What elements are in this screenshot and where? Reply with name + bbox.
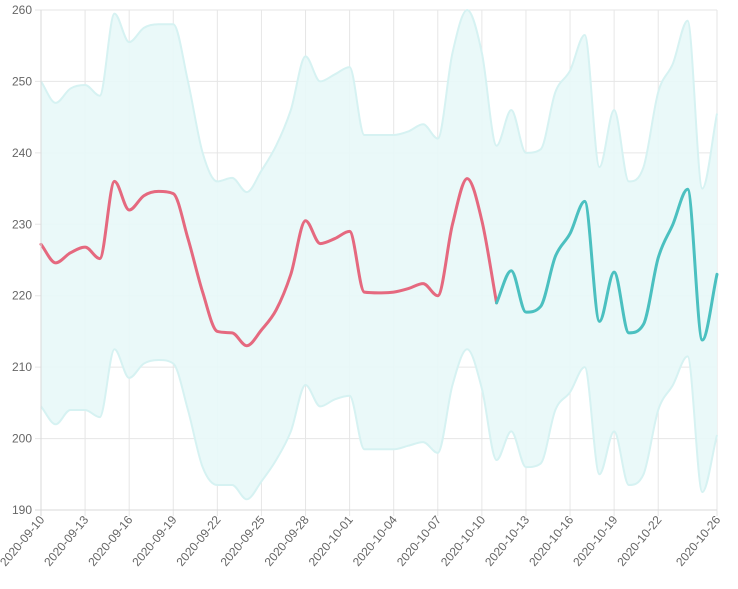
- x-tick-label: 2020-09-19: [129, 513, 179, 569]
- x-tick-label: 2020-09-13: [41, 513, 91, 569]
- x-tick-label: 2020-09-22: [173, 513, 223, 569]
- confidence-band: [40, 8, 718, 501]
- y-tick-label: 190: [12, 503, 32, 517]
- y-tick-label: 220: [12, 289, 32, 303]
- x-tick-label: 2020-09-25: [218, 513, 268, 569]
- y-axis: 190 200 210 220 230 240 250 260: [12, 3, 42, 517]
- series-line-2: [495, 187, 719, 342]
- y-tick-label: 250: [12, 74, 32, 88]
- x-tick-label: 2020-10-13: [482, 513, 532, 569]
- x-tick-label: 2020-10-01: [306, 513, 356, 569]
- band-upper-edge: [40, 8, 718, 194]
- x-tick-label: 2020-09-16: [85, 513, 135, 569]
- x-tick-label: 2020-09-28: [262, 513, 312, 569]
- x-tick-label: 2020-10-16: [526, 513, 576, 569]
- x-tick-label: 2020-10-22: [614, 513, 664, 569]
- series-line-1: [39, 177, 499, 348]
- y-tick-label: 200: [12, 432, 32, 446]
- x-tick-label: 2020-10-04: [350, 513, 400, 569]
- y-tick-label: 230: [12, 217, 32, 231]
- series-lines: [39, 177, 719, 348]
- y-tick-label: 260: [12, 3, 32, 17]
- band-area: [41, 10, 717, 500]
- x-tick-label: 2020-10-19: [570, 513, 620, 569]
- x-tick-label: 2020-10-10: [438, 513, 488, 569]
- y-tick-label: 210: [12, 360, 32, 374]
- x-tick-label: 2020-10-26: [673, 513, 723, 569]
- x-axis: 2020-09-102020-09-132020-09-162020-09-19…: [0, 509, 724, 569]
- band-lower-edge: [40, 348, 718, 501]
- y-tick-label: 240: [12, 146, 32, 160]
- x-tick-label: 2020-10-07: [394, 513, 444, 569]
